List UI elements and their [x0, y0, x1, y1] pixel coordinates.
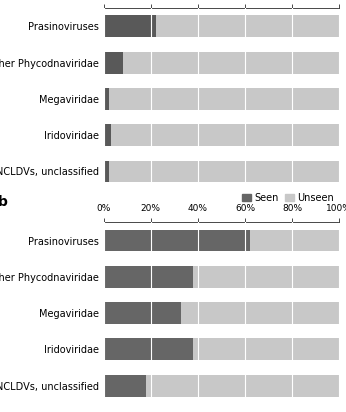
Bar: [104, 16, 156, 37]
Bar: [104, 302, 181, 324]
Bar: [104, 161, 109, 182]
Legend: Seen, Unseen: Seen, Unseen: [242, 193, 334, 203]
Bar: [193, 339, 339, 360]
Bar: [104, 230, 250, 251]
Bar: [181, 302, 339, 324]
Text: b: b: [0, 195, 8, 209]
Bar: [104, 52, 122, 73]
Bar: [122, 52, 339, 73]
Bar: [104, 266, 193, 288]
Bar: [109, 161, 339, 182]
Bar: [146, 375, 339, 396]
Bar: [193, 266, 339, 288]
Bar: [111, 124, 339, 146]
Bar: [104, 124, 111, 146]
Bar: [104, 375, 146, 396]
Bar: [109, 88, 339, 110]
Bar: [104, 88, 109, 110]
Bar: [250, 230, 339, 251]
Bar: [104, 339, 193, 360]
Bar: [156, 16, 339, 37]
